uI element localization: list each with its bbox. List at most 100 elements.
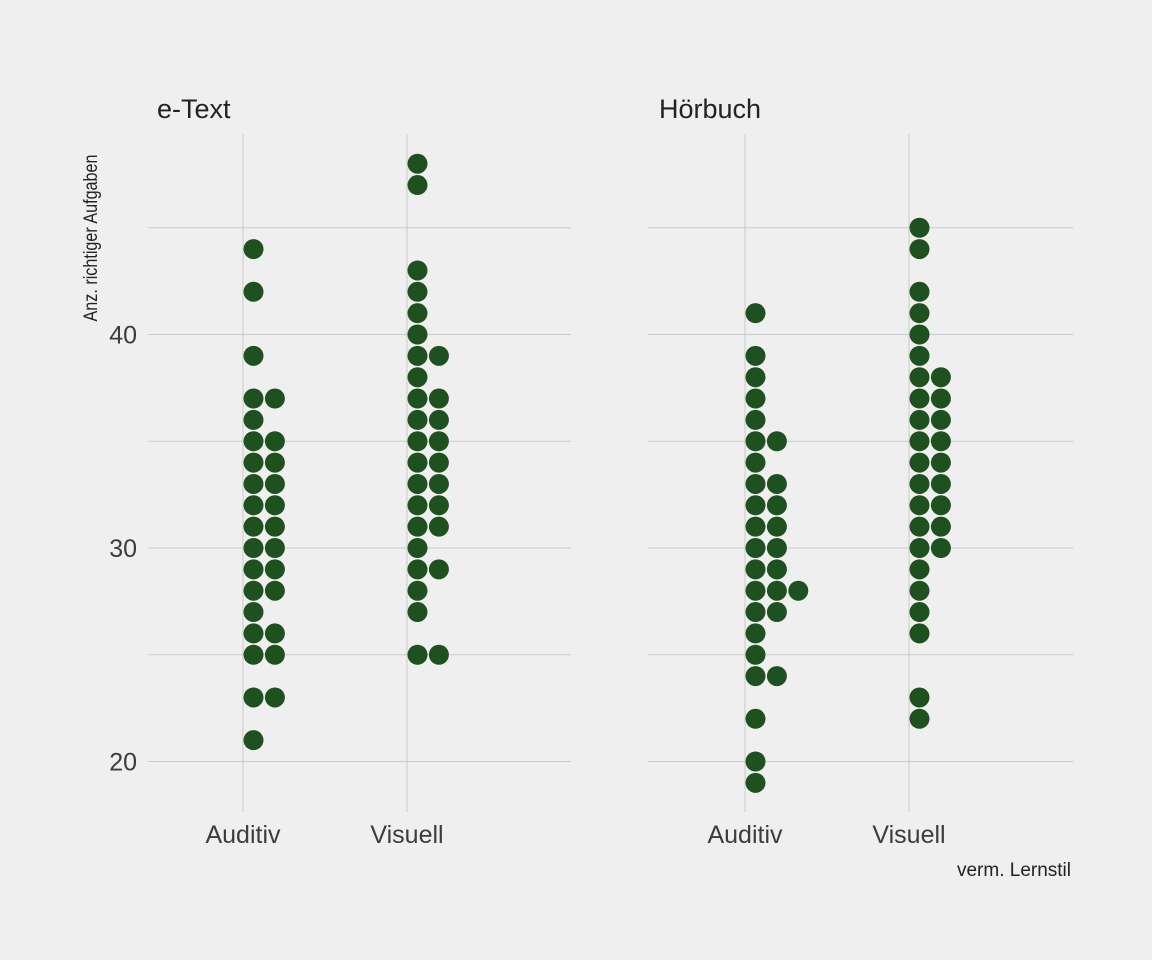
data-dot	[909, 708, 930, 729]
x-axis-label: verm. Lernstil	[957, 860, 1071, 881]
data-dot	[264, 388, 285, 409]
data-dot	[407, 345, 428, 366]
data-dot	[766, 538, 787, 558]
data-dot	[407, 452, 428, 473]
data-dot	[909, 367, 930, 388]
data-dot	[745, 367, 766, 388]
data-dot	[930, 473, 951, 494]
x-tick-label: Visuell	[370, 821, 443, 849]
data-dot	[930, 516, 951, 537]
data-dot	[909, 452, 930, 473]
data-dot	[243, 602, 264, 623]
data-dot	[788, 580, 809, 601]
data-dot	[909, 217, 930, 238]
data-dot	[766, 559, 787, 580]
data-dot	[930, 452, 951, 473]
data-dot	[766, 580, 787, 601]
data-dot	[909, 623, 930, 644]
data-dot	[766, 666, 787, 687]
data-dot	[745, 452, 766, 473]
data-dot	[243, 452, 264, 473]
panel-1: Auditiv Visuell Hörbuch	[648, 94, 1073, 849]
data-dot	[745, 666, 766, 687]
data-dot	[745, 473, 766, 494]
data-dot	[745, 580, 766, 601]
data-dot	[243, 580, 264, 601]
data-dot	[243, 239, 264, 260]
data-dot	[745, 538, 766, 558]
y-tick-label: 20	[109, 749, 137, 777]
data-dot	[428, 345, 449, 366]
panel-title: e-Text	[157, 94, 231, 124]
data-dot	[243, 687, 264, 708]
data-dot	[407, 153, 428, 174]
data-dot	[745, 303, 766, 324]
data-dot	[243, 281, 264, 302]
panel-title: Hörbuch	[659, 94, 761, 124]
data-dot	[930, 495, 951, 516]
data-dot	[264, 473, 285, 494]
data-dot	[407, 538, 428, 558]
data-dot	[930, 431, 951, 452]
data-dot	[407, 580, 428, 601]
data-dot	[745, 431, 766, 452]
data-dot	[930, 367, 951, 388]
data-dot	[243, 516, 264, 537]
data-dot	[243, 495, 264, 516]
data-dot	[428, 473, 449, 494]
data-dot	[909, 473, 930, 494]
data-dot	[766, 473, 787, 494]
data-dot	[264, 495, 285, 516]
data-dot	[264, 431, 285, 452]
data-dot	[745, 409, 766, 430]
data-dot	[766, 516, 787, 537]
data-dot	[766, 495, 787, 516]
data-dot	[407, 431, 428, 452]
data-dot	[909, 580, 930, 601]
data-dot	[909, 281, 930, 302]
data-dot	[909, 345, 930, 366]
data-dot	[909, 409, 930, 430]
data-dot	[407, 473, 428, 494]
data-dot	[909, 538, 930, 558]
y-tick-label: 40	[109, 322, 137, 350]
data-dot	[243, 730, 264, 751]
data-dot	[428, 644, 449, 665]
data-dot	[243, 345, 264, 366]
data-dot	[264, 559, 285, 580]
data-dot	[264, 644, 285, 665]
data-dot	[264, 580, 285, 601]
data-dot	[264, 538, 285, 558]
data-dot	[264, 623, 285, 644]
data-dot	[243, 473, 264, 494]
data-dot	[264, 687, 285, 708]
data-dot	[407, 516, 428, 537]
data-dot	[407, 644, 428, 665]
data-dot	[428, 452, 449, 473]
data-dot	[909, 324, 930, 345]
data-dot	[407, 260, 428, 281]
data-dot	[909, 495, 930, 516]
data-dot	[243, 644, 264, 665]
panel-0: 20 30 40 Auditiv Visuell e-Text	[109, 94, 571, 849]
data-dot	[407, 409, 428, 430]
data-dot	[909, 602, 930, 623]
data-dot	[243, 388, 264, 409]
x-tick-label: Auditiv	[205, 821, 281, 849]
data-dot	[745, 495, 766, 516]
data-dot	[407, 175, 428, 196]
data-dot	[766, 602, 787, 623]
data-dot	[745, 708, 766, 729]
data-dot	[428, 495, 449, 516]
data-dot	[407, 388, 428, 409]
data-dot	[264, 516, 285, 537]
data-dot	[745, 388, 766, 409]
data-dot	[930, 538, 951, 558]
y-tick-label: 30	[109, 535, 137, 563]
data-dot	[407, 303, 428, 324]
data-dot	[745, 602, 766, 623]
data-dot	[407, 495, 428, 516]
data-dot	[909, 431, 930, 452]
data-dot	[745, 623, 766, 644]
